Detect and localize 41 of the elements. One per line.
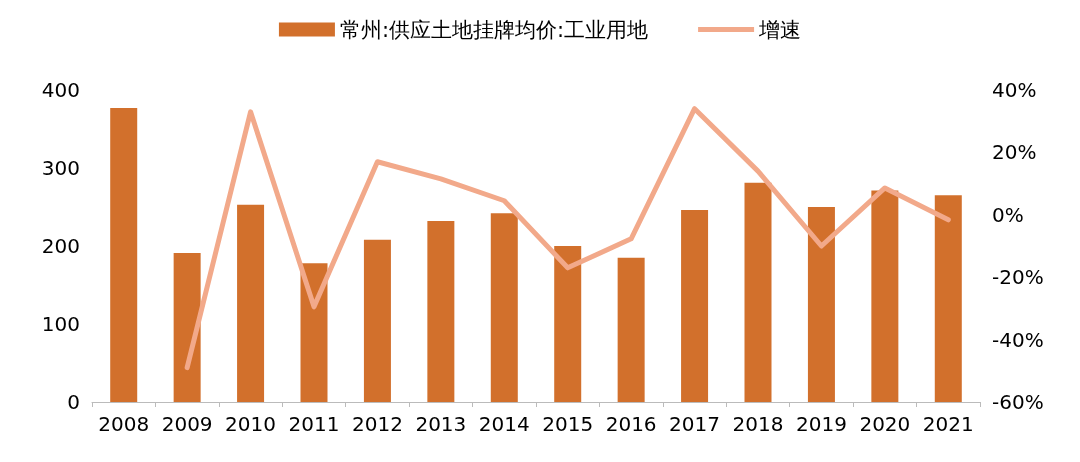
x-tick-label: 2009 xyxy=(161,412,213,436)
bar xyxy=(934,195,962,402)
x-tick-label: 2021 xyxy=(922,412,974,436)
x-tick-label: 2014 xyxy=(478,412,530,436)
bar xyxy=(490,213,518,402)
x-tick-label: 2011 xyxy=(288,412,340,436)
y-tick-label: 100 xyxy=(41,312,80,336)
bar xyxy=(363,239,391,402)
y2-tick-label: 40% xyxy=(992,78,1037,102)
x-tick-label: 2012 xyxy=(351,412,403,436)
bar xyxy=(110,107,138,402)
x-tick-label: 2016 xyxy=(605,412,657,436)
x-tick-label: 2010 xyxy=(225,412,277,436)
bar xyxy=(427,221,455,402)
legend-label: 常州:供应土地挂牌均价:工业用地 xyxy=(339,17,649,42)
x-tick-label: 2018 xyxy=(732,412,784,436)
x-tick-label: 2020 xyxy=(859,412,911,436)
bar xyxy=(681,210,709,402)
y2-tick-label: -40% xyxy=(992,327,1044,352)
x-tick-label: 2015 xyxy=(542,412,594,436)
y2-tick-label: 0% xyxy=(992,202,1024,227)
y-tick-label: 400 xyxy=(41,78,80,102)
y-tick-label: 300 xyxy=(41,156,80,180)
bar xyxy=(300,263,328,402)
bar xyxy=(744,182,772,402)
y-tick-label: 200 xyxy=(41,234,80,258)
y2-tick-label: 20% xyxy=(992,140,1037,165)
legend-label: 增速 xyxy=(758,17,802,42)
y-tick-label: 0 xyxy=(67,390,80,414)
bar xyxy=(871,190,899,402)
x-tick-label: 2013 xyxy=(415,412,467,436)
y2-tick-label: -60% xyxy=(992,390,1044,414)
x-tick-label: 2019 xyxy=(795,412,847,436)
y2-tick-label: -20% xyxy=(992,265,1044,290)
bar xyxy=(807,207,835,402)
bar xyxy=(237,204,265,402)
bar xyxy=(554,246,582,402)
x-tick-label: 2017 xyxy=(669,412,721,436)
bar xyxy=(617,257,645,402)
x-tick-label: 2008 xyxy=(98,412,150,436)
bar xyxy=(173,253,201,402)
